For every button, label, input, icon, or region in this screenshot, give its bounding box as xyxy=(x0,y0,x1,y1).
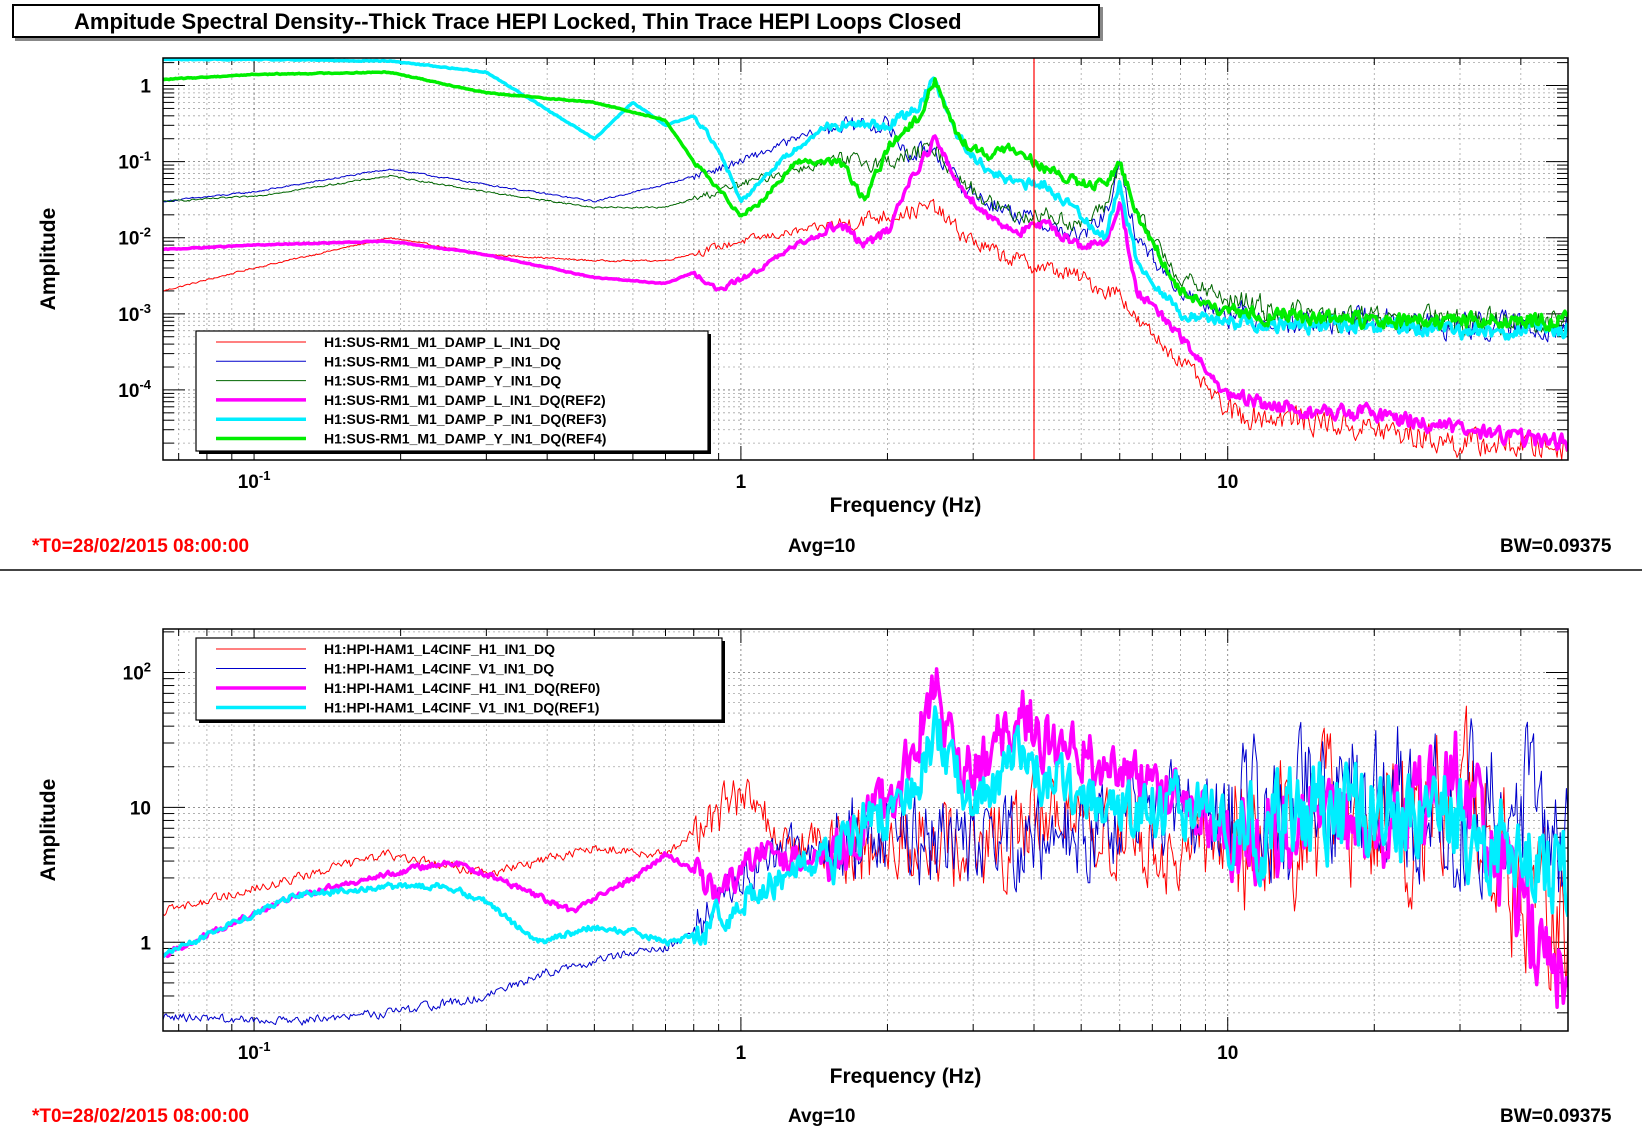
legend-entry: H1:SUS-RM1_M1_DAMP_P_IN1_DQ(REF3) xyxy=(324,411,606,427)
y-tick-label: 10-1 xyxy=(118,149,151,174)
series-line-3 xyxy=(163,134,1568,452)
legend-entry: H1:HPI-HAM1_L4CINF_H1_IN1_DQ(REF0) xyxy=(324,680,600,696)
legend-entry: H1:SUS-RM1_M1_DAMP_Y_IN1_DQ xyxy=(324,373,561,389)
legend-entry: H1:HPI-HAM1_L4CINF_V1_IN1_DQ xyxy=(324,661,554,677)
legend-entry: H1:HPI-HAM1_L4CINF_V1_IN1_DQ(REF1) xyxy=(324,700,599,716)
x-tick-label: 10 xyxy=(1217,1043,1238,1064)
x-axis-label: Frequency (Hz) xyxy=(830,494,982,517)
x-tick-label: 1 xyxy=(736,1043,747,1064)
legend-entry: H1:HPI-HAM1_L4CINF_H1_IN1_DQ xyxy=(324,641,555,657)
x-tick-label: 10-1 xyxy=(238,468,271,493)
series-line-3 xyxy=(163,705,1568,959)
x-tick-label: 10 xyxy=(1217,472,1238,493)
legend-entry: H1:SUS-RM1_M1_DAMP_Y_IN1_DQ(REF4) xyxy=(324,431,606,447)
chart-panel-bottom: 10-1 1 10 102 10 1 Frequency (Hz) Amplitude H1:H… xyxy=(37,628,1569,1088)
chart-title: Ampitude Spectral Density--Thick Trace H… xyxy=(74,9,962,34)
series-line-0 xyxy=(163,198,1568,460)
panel-divider xyxy=(0,569,1642,571)
x-tick-label: 1 xyxy=(736,472,747,493)
y-tick-label: 10-4 xyxy=(118,377,151,402)
y-tick-label: 10-3 xyxy=(118,301,151,326)
legend-entry: H1:SUS-RM1_M1_DAMP_L_IN1_DQ(REF2) xyxy=(324,392,606,408)
plot-area xyxy=(163,667,1568,1026)
y-tick-label: 102 xyxy=(123,659,151,684)
plot-frame xyxy=(162,628,1569,1032)
legend: H1:SUS-RM1_M1_DAMP_L_IN1_DQ H1:SUS-RM1_M1… xyxy=(195,330,711,454)
footer-avg-bottom: Avg=10 xyxy=(788,1106,856,1127)
x-tick-label: 10-1 xyxy=(238,1039,271,1064)
footer-timestamp-bottom: *T0=28/02/2015 08:00:00 xyxy=(32,1106,250,1127)
legend-entry: H1:SUS-RM1_M1_DAMP_P_IN1_DQ xyxy=(324,353,561,369)
series-line-1 xyxy=(163,115,1568,343)
y-axis-label: Amplitude xyxy=(37,208,60,311)
y-axis-label: Amplitude xyxy=(37,779,60,882)
y-tick-label: 10 xyxy=(130,798,151,819)
x-axis-label: Frequency (Hz) xyxy=(830,1065,982,1088)
series-line-2 xyxy=(163,667,1568,1009)
legend-entry: H1:SUS-RM1_M1_DAMP_L_IN1_DQ xyxy=(324,334,561,350)
plot-frame xyxy=(162,57,1569,461)
series-line-0 xyxy=(163,705,1568,991)
footer-avg-top: Avg=10 xyxy=(788,536,856,557)
series-line-5 xyxy=(163,70,1568,333)
footer-bw-bottom: BW=0.09375 xyxy=(1500,1106,1612,1127)
legend-box xyxy=(195,330,709,452)
grid xyxy=(163,58,1569,460)
footer-timestamp-top: *T0=28/02/2015 08:00:00 xyxy=(32,536,250,557)
y-tick-label: 1 xyxy=(140,77,151,98)
chart-panel-top: 10-1 1 10 1 10-1 10-2 10-3 10-4 Frequency (Hz) Am… xyxy=(37,57,1569,517)
plot-area xyxy=(163,58,1568,460)
footer-bw-top: BW=0.09375 xyxy=(1500,536,1612,557)
y-tick-label: 10-2 xyxy=(118,225,151,250)
legend: H1:HPI-HAM1_L4CINF_H1_IN1_DQ H1:HPI-HAM1_… xyxy=(195,637,725,723)
y-tick-label: 1 xyxy=(140,933,151,954)
chart-title-box: Ampitude Spectral Density--Thick Trace H… xyxy=(12,4,1100,38)
